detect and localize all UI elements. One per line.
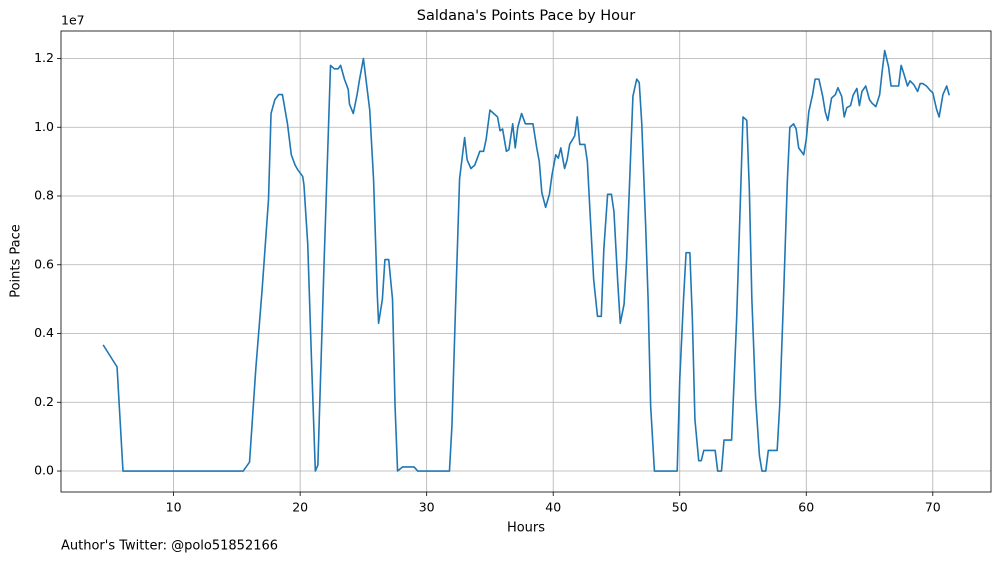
chart-title: Saldana's Points Pace by Hour bbox=[417, 8, 635, 24]
y-tick-label: 0.8 bbox=[34, 188, 54, 203]
data-line bbox=[102, 49, 951, 472]
x-tick-label: 30 bbox=[419, 500, 435, 515]
x-tick-label: 10 bbox=[166, 500, 182, 515]
y-tick-label: 0.0 bbox=[34, 463, 54, 478]
x-tick-label: 50 bbox=[672, 500, 688, 515]
y-tick-label: 1.0 bbox=[34, 119, 54, 134]
y-tick-label: 0.6 bbox=[34, 256, 54, 271]
x-tick-label: 40 bbox=[545, 500, 561, 515]
x-tick-label: 60 bbox=[798, 500, 814, 515]
y-axis-label: Points Pace bbox=[9, 224, 24, 298]
y-tick-label: 1.2 bbox=[34, 50, 54, 65]
x-tick-label: 20 bbox=[292, 500, 308, 515]
annotation: Author's Twitter: @polo51852166 bbox=[61, 539, 278, 554]
x-axis-label: Hours bbox=[507, 521, 545, 536]
plot-frame bbox=[60, 30, 992, 493]
y-offset-label: 1e7 bbox=[61, 13, 85, 28]
y-tick-label: 0.2 bbox=[34, 394, 54, 409]
y-tick-label: 0.4 bbox=[34, 325, 54, 340]
x-tick-label: 70 bbox=[925, 500, 941, 515]
